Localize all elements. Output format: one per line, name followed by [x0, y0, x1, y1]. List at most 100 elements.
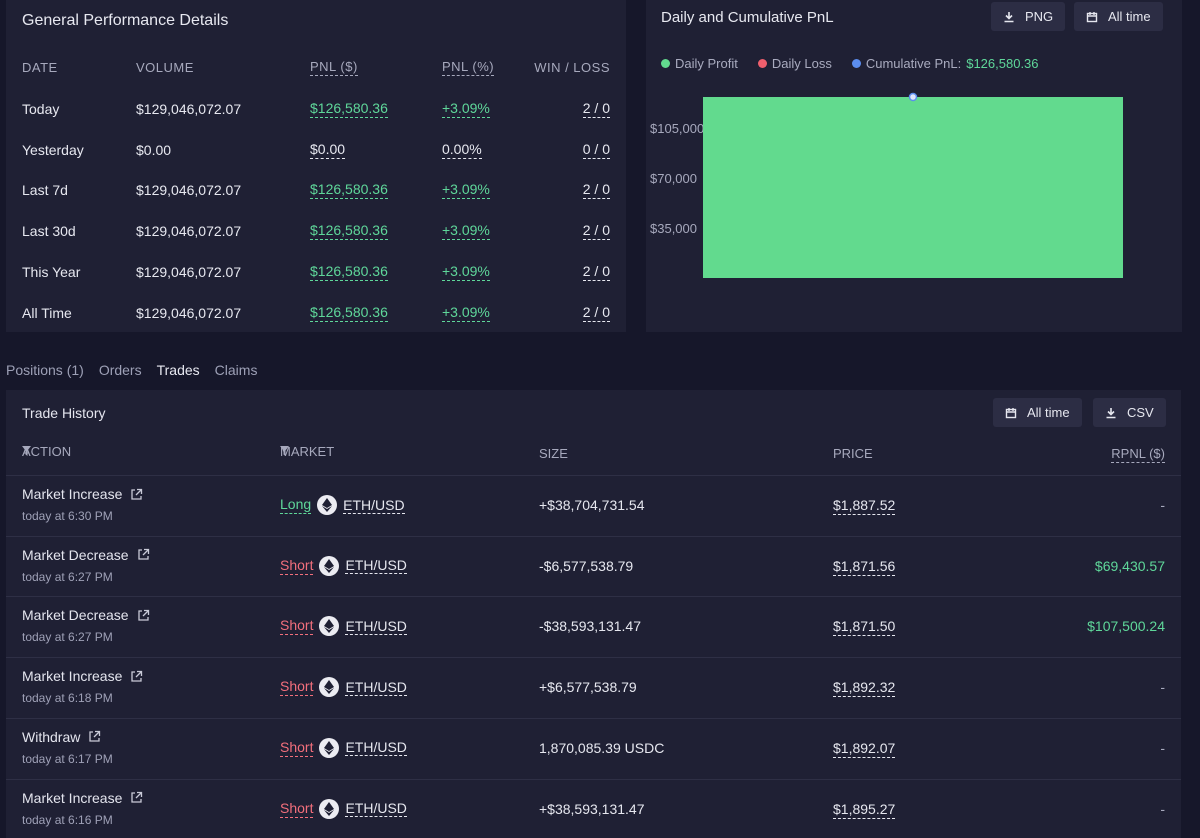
performance-title: General Performance Details — [22, 12, 229, 29]
trade-price[interactable]: $1,892.07 — [833, 739, 896, 758]
filter-icon[interactable] — [22, 446, 31, 456]
header-market-label: MARKET — [280, 443, 335, 459]
trade-side: Short — [280, 678, 314, 697]
trade-price[interactable]: $1,871.50 — [833, 618, 896, 637]
trade-time: today at 6:17 PM — [22, 751, 113, 766]
performance-row: This Year $129,046,072.07 $126,580.36 +3.09… — [6, 252, 626, 292]
perf-win-loss[interactable]: 0 / 0 — [582, 140, 610, 159]
trade-side: Short — [280, 617, 314, 636]
trade-row: Market Increase today at 6:16 PM Short ETH/… — [6, 778, 1181, 838]
trades-range-button[interactable]: All time — [993, 398, 1082, 427]
tab-orders[interactable]: Orders — [98, 362, 142, 378]
trade-row: Market Increase today at 6:30 PM Long ETH/U… — [6, 475, 1181, 536]
header-pnl-usd[interactable]: PNL ($) — [310, 58, 358, 76]
eth-icon — [319, 677, 340, 698]
trade-row: Market Decrease today at 6:27 PM Short ETH/… — [6, 596, 1181, 657]
perf-win-loss[interactable]: 2 / 0 — [582, 222, 610, 241]
chart-range-label: All time — [1108, 9, 1151, 24]
perf-pnl-pct[interactable]: +3.09% — [442, 181, 490, 200]
external-link-icon[interactable] — [137, 609, 150, 622]
perf-pnl[interactable]: $0.00 — [310, 140, 346, 159]
external-link-icon[interactable] — [130, 670, 143, 683]
header-action[interactable]: ACTION — [22, 444, 71, 459]
header-win-loss: WIN / LOSS — [534, 59, 610, 75]
header-rpnl[interactable]: RPNL ($) — [1111, 446, 1165, 463]
header-pnl-pct[interactable]: PNL (%) — [442, 58, 495, 76]
perf-pnl-pct[interactable]: 0.00% — [442, 140, 482, 159]
trade-market[interactable]: Short ETH/USD — [280, 737, 407, 758]
csv-download-button[interactable]: CSV — [1093, 398, 1166, 427]
perf-pnl[interactable]: $126,580.36 — [310, 303, 388, 322]
perf-win-loss[interactable]: 2 / 0 — [582, 100, 610, 118]
perf-pnl-pct[interactable]: +3.09% — [442, 222, 490, 241]
external-link-icon[interactable] — [130, 791, 143, 804]
header-market[interactable]: MARKET — [280, 444, 334, 459]
perf-win-loss[interactable]: 2 / 0 — [582, 303, 610, 322]
png-download-button[interactable]: PNG — [991, 2, 1066, 31]
trade-action-label: Market Increase — [22, 789, 123, 806]
perf-pnl[interactable]: $126,580.36 — [310, 222, 388, 241]
trade-action-label: Market Decrease — [22, 546, 129, 563]
chart-range-button[interactable]: All time — [1074, 2, 1163, 31]
trade-market[interactable]: Short ETH/USD — [280, 677, 407, 698]
cumulative-pnl-point[interactable] — [908, 92, 918, 102]
external-link-icon[interactable] — [88, 730, 101, 743]
header-size: SIZE — [539, 446, 568, 461]
perf-win-loss[interactable]: 2 / 0 — [582, 181, 610, 200]
eth-icon — [319, 737, 340, 758]
trade-market[interactable]: Short ETH/USD — [280, 798, 407, 819]
perf-pnl-pct[interactable]: +3.09% — [442, 303, 490, 322]
trade-price[interactable]: $1,887.52 — [833, 497, 896, 515]
header-date: DATE — [22, 59, 58, 75]
trade-action-label: Market Decrease — [22, 607, 129, 624]
legend-daily-profit-label: Daily Profit — [675, 56, 738, 71]
legend-cumulative-label: Cumulative PnL: — [865, 56, 962, 71]
trade-market[interactable]: Short ETH/USD — [280, 555, 407, 576]
external-link-icon[interactable] — [137, 548, 150, 561]
daily-profit-bar[interactable] — [703, 97, 1123, 278]
perf-pnl[interactable]: $126,580.36 — [310, 181, 388, 200]
trade-price[interactable]: $1,892.32 — [833, 679, 896, 698]
tab-trades[interactable]: Trades — [156, 362, 200, 378]
trade-time: today at 6:30 PM — [22, 509, 113, 523]
trade-action-label: Market Increase — [22, 486, 123, 502]
trade-price[interactable]: $1,871.56 — [833, 557, 896, 576]
legend-daily-loss[interactable]: Daily Loss — [757, 56, 832, 71]
perf-pnl[interactable]: $126,580.36 — [310, 262, 388, 281]
tab-claims[interactable]: Claims — [214, 362, 258, 378]
trade-price[interactable]: $1,895.27 — [833, 800, 896, 819]
filter-icon[interactable] — [280, 446, 289, 456]
perf-pnl-pct[interactable]: +3.09% — [442, 100, 490, 118]
perf-date: All Time — [22, 304, 72, 321]
trade-size: -$38,593,131.47 — [539, 618, 641, 635]
trade-rpnl: $69,430.57 — [1094, 557, 1165, 574]
legend-cumulative[interactable]: Cumulative PnL: $126,580.36 — [851, 56, 1039, 71]
perf-volume: $129,046,072.07 — [136, 223, 242, 240]
trade-market[interactable]: Long ETH/USD — [280, 495, 405, 515]
download-icon — [1106, 407, 1116, 418]
performance-row: Last 30d $129,046,072.07 $126,580.36 +3.09%… — [6, 211, 626, 251]
external-link-icon[interactable] — [130, 488, 143, 501]
trade-market[interactable]: Short ETH/USD — [280, 616, 407, 637]
trade-row: Market Increase today at 6:18 PM Short ETH/… — [6, 657, 1181, 718]
performance-header-row: DATE VOLUME PNL ($) PNL (%) WIN / LOSS — [6, 47, 626, 87]
loss-dot-icon — [757, 59, 767, 68]
trade-action: Market Increase — [22, 668, 143, 684]
trade-action: Market Decrease — [22, 607, 150, 623]
trade-time: today at 6:27 PM — [22, 569, 113, 584]
performance-panel: General Performance Details DATE VOLUME … — [6, 0, 626, 332]
legend-daily-profit[interactable]: Daily Profit — [661, 56, 738, 71]
y-tick-label: $105,000 — [650, 121, 704, 136]
trade-history-title: Trade History — [22, 405, 106, 421]
perf-win-loss[interactable]: 2 / 0 — [582, 262, 610, 281]
eth-icon — [319, 555, 340, 576]
trade-action: Market Increase — [22, 486, 143, 502]
perf-pnl[interactable]: $126,580.36 — [310, 100, 388, 118]
tab-positions[interactable]: Positions (1) — [6, 362, 84, 378]
download-icon — [1004, 11, 1014, 22]
trade-rpnl: - — [1160, 679, 1165, 696]
trade-size: +$6,577,538.79 — [539, 679, 637, 696]
trade-pair: ETH/USD — [345, 678, 407, 696]
perf-pnl-pct[interactable]: +3.09% — [442, 262, 490, 281]
profit-dot-icon — [661, 59, 670, 68]
